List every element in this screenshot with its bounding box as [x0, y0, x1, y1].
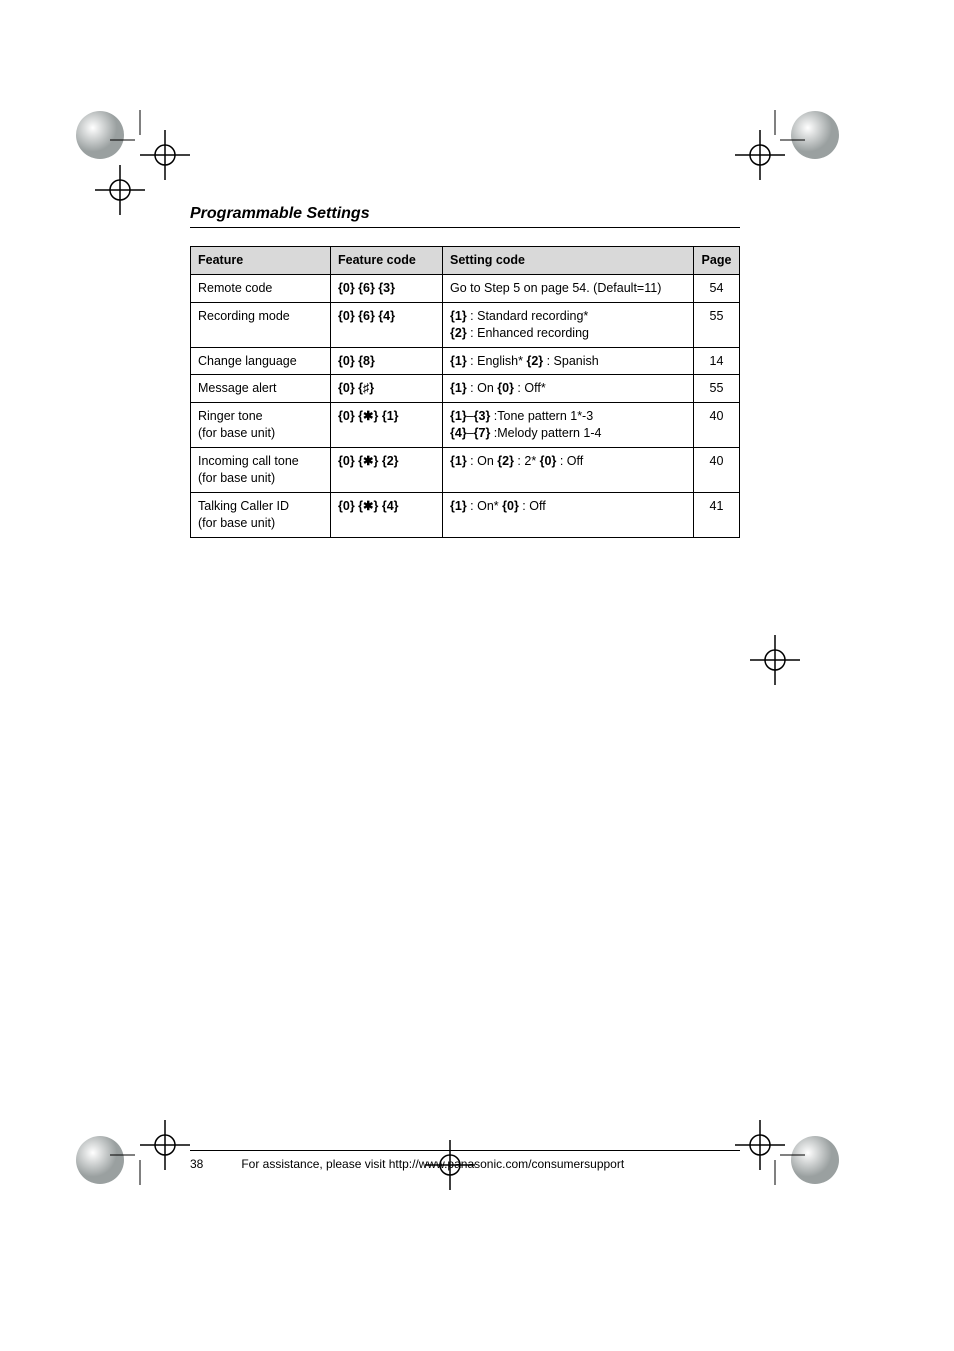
- content-area: Programmable Settings Feature Feature co…: [190, 205, 740, 538]
- cell-page: 41: [694, 492, 740, 537]
- cell-setting-code: {1}–{3} :Tone pattern 1*-3{4}–{7} :Melod…: [443, 403, 694, 448]
- table-header-row: Feature Feature code Setting code Page: [191, 247, 740, 275]
- cell-feature-code: {0} {✱} {4}: [331, 492, 443, 537]
- cell-page: 55: [694, 375, 740, 403]
- cell-feature-code: {0} {6} {3}: [331, 274, 443, 302]
- th-code: Feature code: [331, 247, 443, 275]
- cell-feature: Incoming call tone(for base unit): [191, 448, 331, 493]
- cell-setting-code: {1} : On {0} : Off*: [443, 375, 694, 403]
- table-row: Talking Caller ID(for base unit){0} {✱} …: [191, 492, 740, 537]
- cell-page: 14: [694, 347, 740, 375]
- table-row: Change language{0} {8}{1} : English* {2}…: [191, 347, 740, 375]
- cell-feature: Talking Caller ID(for base unit): [191, 492, 331, 537]
- table-row: Incoming call tone(for base unit){0} {✱}…: [191, 448, 740, 493]
- cell-setting-code: {1} : On {2} : 2* {0} : Off: [443, 448, 694, 493]
- cell-setting-code: {1} : On* {0} : Off: [443, 492, 694, 537]
- registration-mark-icon: [420, 1135, 480, 1195]
- th-setting: Setting code: [443, 247, 694, 275]
- table-row: Message alert{0} {♯}{1} : On {0} : Off*5…: [191, 375, 740, 403]
- th-page: Page: [694, 247, 740, 275]
- cell-feature: Remote code: [191, 274, 331, 302]
- th-feature: Feature: [191, 247, 331, 275]
- cell-feature-code: {0} {✱} {1}: [331, 403, 443, 448]
- cell-feature-code: {0} {6} {4}: [331, 302, 443, 347]
- cell-setting-code: {1} : English* {2} : Spanish: [443, 347, 694, 375]
- cell-feature-code: {0} {8}: [331, 347, 443, 375]
- cell-feature: Recording mode: [191, 302, 331, 347]
- cell-feature: Message alert: [191, 375, 331, 403]
- cell-setting-code: Go to Step 5 on page 54. (Default=11): [443, 274, 694, 302]
- cell-setting-code: {1} : Standard recording*{2} : Enhanced …: [443, 302, 694, 347]
- cell-feature-code: {0} {♯}: [331, 375, 443, 403]
- section-title: Programmable Settings: [190, 205, 740, 228]
- crop-line-icon: [110, 110, 170, 170]
- cell-feature-code: {0} {✱} {2}: [331, 448, 443, 493]
- crop-line-icon: [745, 110, 805, 170]
- cell-page: 40: [694, 448, 740, 493]
- cell-page: 40: [694, 403, 740, 448]
- table-row: Ringer tone(for base unit){0} {✱} {1}{1}…: [191, 403, 740, 448]
- table-row: Remote code{0} {6} {3}Go to Step 5 on pa…: [191, 274, 740, 302]
- settings-table: Feature Feature code Setting code Page R…: [190, 246, 740, 538]
- table-row: Recording mode{0} {6} {4}{1} : Standard …: [191, 302, 740, 347]
- crop-line-icon: [745, 1125, 805, 1185]
- registration-mark-icon: [745, 630, 805, 690]
- crop-line-icon: [110, 1125, 170, 1185]
- cell-page: 54: [694, 274, 740, 302]
- page-number: 38: [190, 1157, 238, 1171]
- cell-feature: Ringer tone(for base unit): [191, 403, 331, 448]
- cell-feature: Change language: [191, 347, 331, 375]
- cell-page: 55: [694, 302, 740, 347]
